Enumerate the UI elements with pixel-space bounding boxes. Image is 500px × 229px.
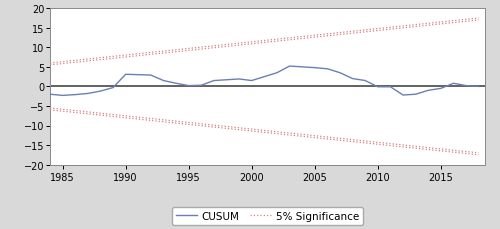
- Legend: CUSUM, 5% Significance: CUSUM, 5% Significance: [172, 207, 364, 225]
